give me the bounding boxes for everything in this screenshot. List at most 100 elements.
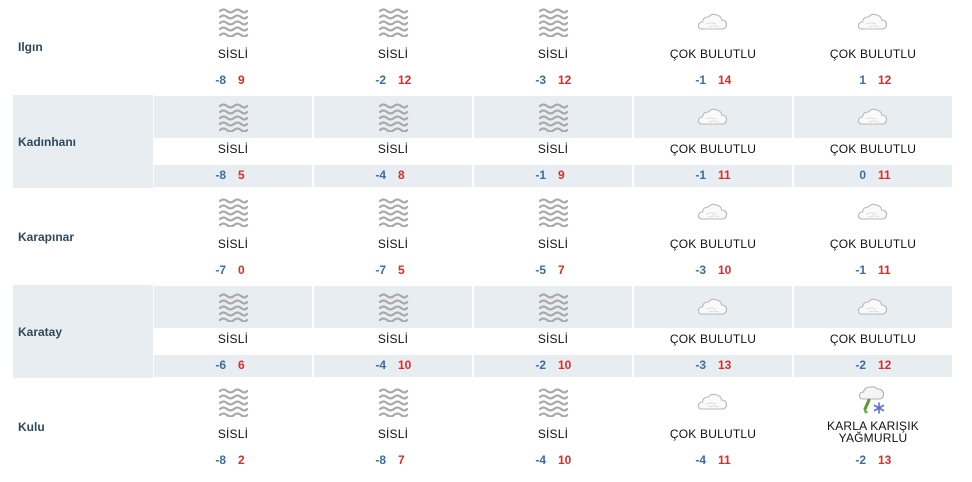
- max-temperature: 12: [878, 358, 892, 372]
- min-temperature: -7: [375, 263, 386, 277]
- icon-area: [634, 286, 792, 328]
- condition-label: SİSLİ: [537, 47, 569, 61]
- day-cell: SİSLİ -8 9: [154, 0, 312, 93]
- fog-icon: [537, 385, 569, 417]
- cloud-icon: [697, 5, 729, 37]
- temperatures: -1 14: [634, 73, 792, 89]
- condition-line: YAĞMURLU: [838, 431, 908, 445]
- max-temperature: 9: [238, 73, 245, 87]
- fog-icon: [377, 385, 409, 417]
- icon-area: [314, 96, 472, 138]
- temperatures: -1 11: [634, 168, 792, 184]
- temperature-area: -4 8: [314, 165, 472, 187]
- temperatures: -3 10: [634, 263, 792, 279]
- fog-icon: [537, 5, 569, 37]
- sleet-icon: [857, 385, 889, 417]
- condition-label: SİSLİ: [377, 142, 409, 156]
- min-temperature: -3: [535, 73, 546, 87]
- temperatures: -8 2: [154, 453, 312, 469]
- cloud-icon: [697, 385, 729, 417]
- temperatures: -7 5: [314, 263, 472, 279]
- city-name: Karapınar: [18, 230, 75, 244]
- min-temperature: -7: [215, 263, 226, 277]
- min-temperature: -3: [695, 263, 706, 277]
- condition-label: ÇOK BULUTLU: [829, 142, 917, 156]
- min-temperature: -4: [695, 453, 706, 467]
- temperature-area: -1 14: [634, 70, 792, 92]
- icon-area: [474, 96, 632, 138]
- min-temperature: -4: [375, 358, 386, 372]
- icon-area: [154, 1, 312, 43]
- fog-icon: [537, 195, 569, 227]
- icon-area: [794, 286, 952, 328]
- condition-label: SİSLİ: [377, 332, 409, 346]
- icon-area: [154, 381, 312, 423]
- condition-label: ÇOK BULUTLU: [829, 332, 917, 346]
- fog-icon: [377, 100, 409, 132]
- temperature-area: -2 13: [794, 450, 952, 472]
- temperature-area: 1 12: [794, 70, 952, 92]
- temperatures: -8 5: [154, 168, 312, 184]
- temperature-area: -3 12: [474, 70, 632, 92]
- icon-area: [634, 191, 792, 233]
- temperature-area: -4 10: [314, 355, 472, 377]
- condition-label: SİSLİ: [537, 142, 569, 156]
- temperatures: -5 7: [474, 263, 632, 279]
- day-cell: ÇOK BULUTLU 1 12: [794, 0, 952, 93]
- max-temperature: 8: [398, 168, 405, 182]
- forecast-row: Kulu SİSLİ -8 2 SİSLİ -8 7 SİSLİ -4 10 ÇOK BULUTLU…: [13, 380, 952, 473]
- day-cell: ÇOK BULUTLU -1 11: [794, 190, 952, 283]
- temperature-area: -8 7: [314, 450, 472, 472]
- day-cell: SİSLİ -8 2: [154, 380, 312, 473]
- condition-label: SİSLİ: [217, 427, 249, 441]
- temperatures: -2 10: [474, 358, 632, 374]
- min-temperature: -1: [695, 168, 706, 182]
- condition-label: ÇOK BULUTLU: [669, 47, 757, 61]
- city-cell: Kulu: [13, 380, 153, 473]
- min-temperature: -8: [215, 453, 226, 467]
- city-name: Ilgın: [18, 40, 43, 54]
- temperature-area: -1 11: [794, 260, 952, 282]
- max-temperature: 9: [558, 168, 565, 182]
- temperature-area: -1 9: [474, 165, 632, 187]
- icon-area: [794, 191, 952, 233]
- fog-icon: [217, 100, 249, 132]
- temperature-area: -5 7: [474, 260, 632, 282]
- cloud-icon: [857, 5, 889, 37]
- max-temperature: 11: [878, 168, 891, 182]
- fog-icon: [377, 195, 409, 227]
- max-temperature: 6: [238, 358, 245, 372]
- temperatures: -4 10: [314, 358, 472, 374]
- condition-label: ÇOK BULUTLU: [829, 47, 917, 61]
- temperature-area: -3 10: [634, 260, 792, 282]
- max-temperature: 10: [718, 263, 732, 277]
- day-cell: SİSLİ -5 7: [474, 190, 632, 283]
- city-name: Kadınhanı: [18, 135, 77, 149]
- fog-icon: [217, 290, 249, 322]
- temperatures: 1 12: [794, 73, 952, 89]
- condition-label: ÇOK BULUTLU: [669, 237, 757, 251]
- condition-label: SİSLİ: [377, 47, 409, 61]
- day-cell: SİSLİ -1 9: [474, 95, 632, 188]
- temperature-area: -8 5: [154, 165, 312, 187]
- icon-area: [314, 381, 472, 423]
- day-cell: ÇOK BULUTLU 0 11: [794, 95, 952, 188]
- day-cell: ÇOK BULUTLU -4 11: [634, 380, 792, 473]
- temperatures: 0 11: [794, 168, 952, 184]
- cloud-icon: [857, 290, 889, 322]
- temperatures: -8 7: [314, 453, 472, 469]
- icon-area: [474, 381, 632, 423]
- min-temperature: -8: [215, 73, 226, 87]
- city-cell: Ilgın: [13, 0, 153, 93]
- cloud-icon: [697, 100, 729, 132]
- max-temperature: 5: [398, 263, 405, 277]
- temperature-area: -4 11: [634, 450, 792, 472]
- fog-icon: [217, 385, 249, 417]
- temperatures: -4 10: [474, 453, 632, 469]
- max-temperature: 12: [878, 73, 892, 87]
- temperature-area: -3 13: [634, 355, 792, 377]
- max-temperature: 12: [558, 73, 572, 87]
- icon-area: [794, 381, 952, 423]
- condition-label: SİSLİ: [377, 237, 409, 251]
- day-cell: SİSLİ -7 0: [154, 190, 312, 283]
